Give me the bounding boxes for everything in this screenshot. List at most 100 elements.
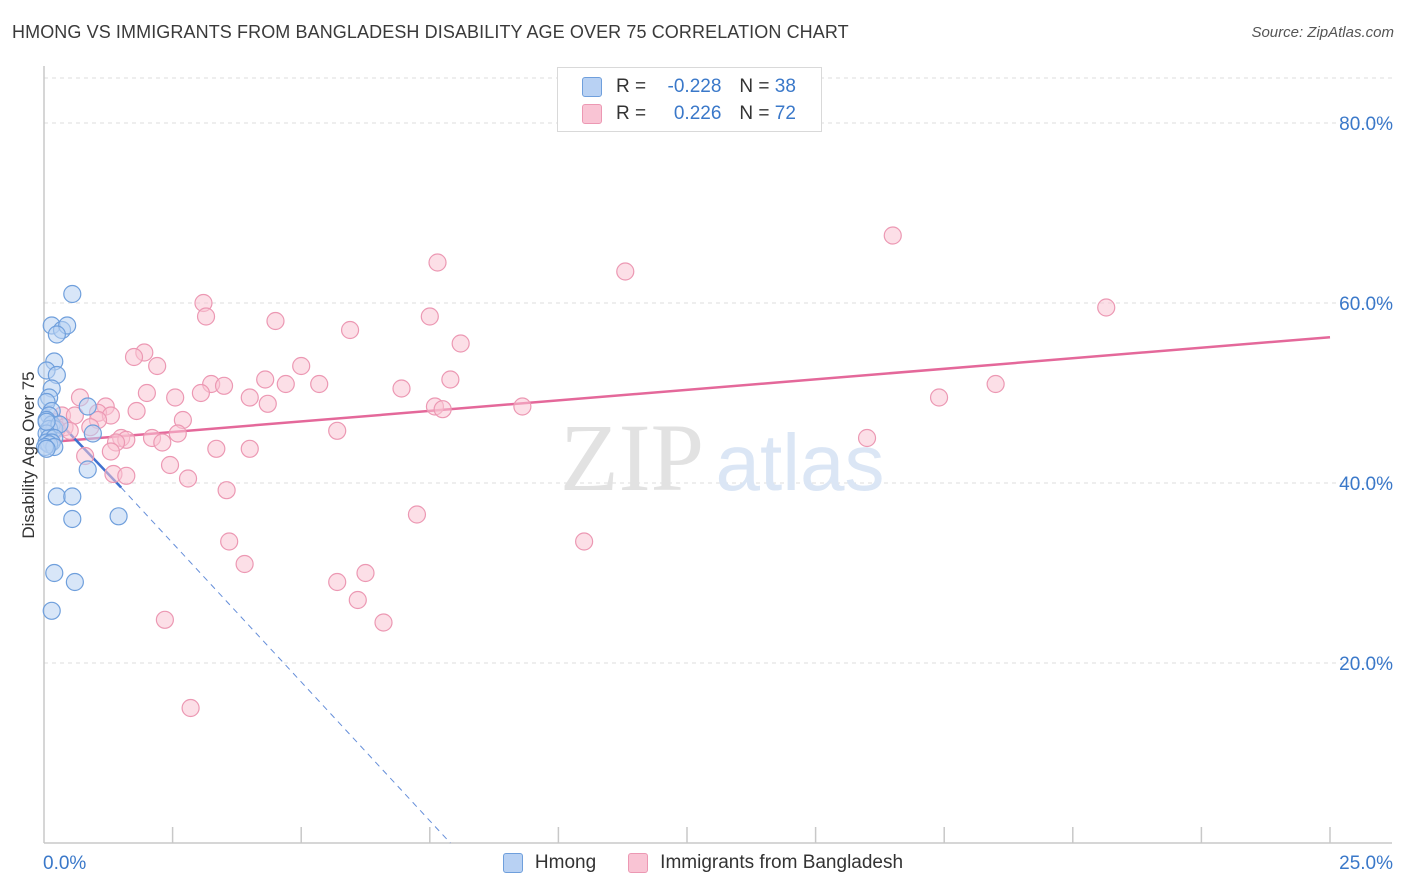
bangladesh-point [340,320,360,340]
bangladesh-point [348,590,367,610]
bangladesh-point [616,262,635,281]
y-tick-label: 80.0% [1339,114,1393,135]
bangladesh-point [433,400,452,419]
x-tick-label: 25.0% [1339,853,1393,874]
hmong-point [78,460,97,479]
bangladesh-trend-line [43,335,1331,444]
bangladesh-point [217,481,236,500]
bangladesh-point [127,401,146,421]
y-tick-label: 60.0% [1339,294,1393,315]
bangladesh-point [407,505,427,524]
series-legend-bangladesh[interactable]: Immigrants from Bangladesh [628,852,903,874]
bangladesh-point [266,311,285,331]
bangladesh-point [240,388,259,407]
bangladesh-point [420,307,439,326]
bangladesh-point [857,428,877,448]
series-swatch-bangladesh [628,853,649,873]
bangladesh-point [168,424,187,443]
bangladesh-point [191,383,210,403]
legend-row-hmong: R = -0.228 N = 38 [582,75,796,99]
x-tick-label: 0.0% [43,853,86,874]
legend-row-bangladesh: R = 0.226 N = 72 [582,102,796,126]
bangladesh-point [1097,298,1116,317]
bangladesh-point [310,374,329,394]
hmong-point [47,325,66,344]
legend-swatch-hmong [582,77,602,97]
legend-n-value-hmong: 38 [774,76,796,97]
bangladesh-point [374,613,393,632]
watermark: ZIP atlas [560,404,884,511]
bangladesh-point [328,572,347,592]
bangladesh-point [883,226,902,245]
series-label-bangladesh: Immigrants from Bangladesh [660,852,904,873]
bangladesh-point [153,433,172,452]
legend-n-value-bangladesh: 72 [774,103,796,124]
bangladesh-point [124,347,144,367]
bangladesh-point [235,554,254,574]
correlation-legend: R = -0.228 N = 38 R = 0.226 N = 72 [557,67,822,132]
bangladesh-point [328,421,347,440]
hmong-point [63,509,82,529]
series-legend-hmong[interactable]: Hmong [502,852,597,874]
hmong-point [47,487,66,506]
bangladesh-point [276,374,295,394]
legend-n-label: N = [739,76,770,97]
watermark-atlas: atlas [716,418,885,507]
hmong-point [83,424,102,443]
bangladesh-point [214,376,234,395]
hmong-point [37,412,56,431]
bangladesh-point [160,455,180,475]
hmong-point [37,439,56,458]
bangladesh-point [166,388,185,407]
legend-swatch-bangladesh [582,104,602,124]
bangladesh-point [117,466,136,485]
bangladesh-point [256,370,275,389]
bangladesh-point [181,698,200,718]
bangladesh-point [155,610,174,629]
bangladesh-point [292,356,311,376]
y-tick-label: 20.0% [1339,654,1393,675]
bangladesh-point [513,397,532,416]
series-legend: Hmong Immigrants from Bangladesh [0,852,1406,874]
bangladesh-point [575,532,594,551]
hmong-point [63,487,82,506]
legend-n-label: N = [739,103,770,124]
y-tick-label: 40.0% [1339,474,1393,495]
bangladesh-point [929,388,949,407]
source-label: Source: ZipAtlas.com [1251,24,1394,41]
bangladesh-point [220,532,239,551]
bangladesh-point [196,307,216,326]
legend-r-value-bangladesh: 0.226 [673,103,722,124]
bangladesh-point [356,563,375,583]
hmong-point [42,601,61,620]
watermark-zip: ZIP [560,404,704,511]
bangladesh-point [148,356,167,376]
legend-r-label: R = [616,103,647,124]
bangladesh-point [428,253,447,272]
tick-labels: 20.0% 40.0% 60.0% 80.0% 0.0% 25.0% [43,114,1393,874]
hmong-point [63,284,82,304]
data-points [35,226,1116,718]
chart-title: HMONG VS IMMIGRANTS FROM BANGLADESH DISA… [12,22,849,42]
series-swatch-hmong [502,853,523,873]
hmong-trend-extension [120,487,451,844]
bangladesh-point [101,442,120,461]
series-label-hmong: Hmong [534,852,597,873]
bangladesh-point [441,370,460,389]
bangladesh-point [986,374,1005,394]
legend-r-value-hmong: -0.228 [667,76,722,97]
hmong-point [109,507,128,526]
hmong-point [78,397,97,416]
y-axis-label: Disability Age Over 75 [19,371,38,538]
hmong-point [45,563,64,583]
bangladesh-point [137,383,156,403]
bangladesh-point [178,469,198,488]
gridlines [44,77,1392,664]
legend-r-label: R = [616,76,647,97]
bangladesh-point [240,439,259,458]
bangladesh-point [207,439,226,458]
bangladesh-point [258,394,277,413]
bangladesh-point [392,379,411,398]
hmong-point [65,572,84,592]
